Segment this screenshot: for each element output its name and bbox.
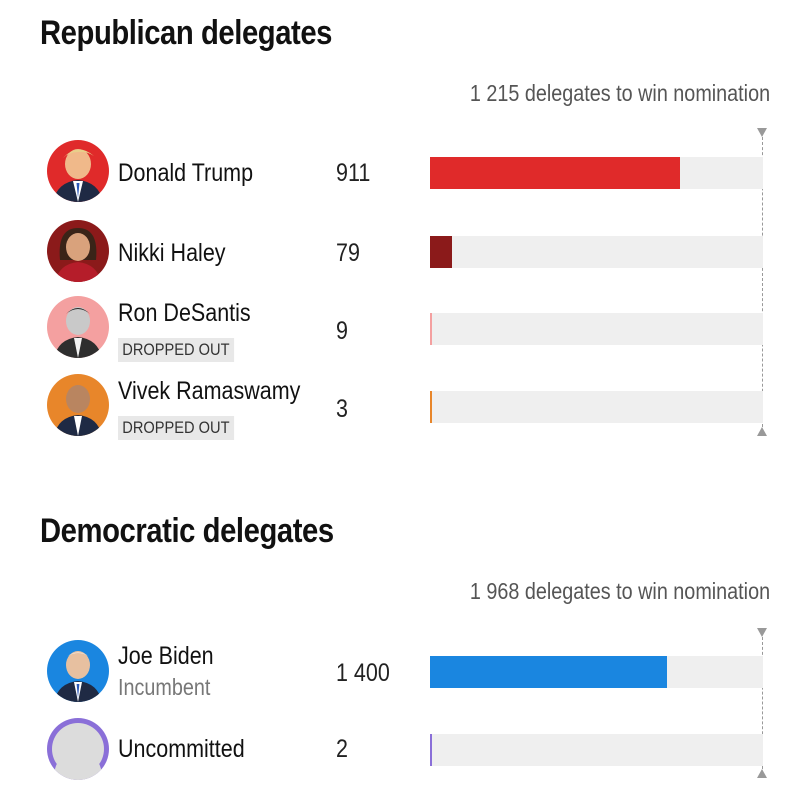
avatar-trump: [47, 140, 109, 202]
bar-track: [430, 236, 763, 268]
bar-track: [430, 157, 763, 189]
dropped-out-badge: DROPPED OUT: [118, 338, 234, 362]
candidate-name: Joe Biden: [118, 642, 214, 670]
delegate-count: 9: [336, 317, 348, 345]
bar-haley: [430, 236, 452, 268]
democratic-threshold-line: [762, 637, 763, 769]
candidate-name: Nikki Haley: [118, 239, 226, 267]
person-portrait-icon: [47, 140, 109, 202]
person-portrait-icon: [47, 220, 109, 282]
bar-track: [430, 656, 763, 688]
delegate-count: 1 400: [336, 659, 390, 687]
delegate-count: 911: [336, 159, 371, 187]
bar-trump: [430, 157, 680, 189]
triangle-up-icon: [757, 427, 767, 436]
person-silhouette-icon: [47, 718, 109, 780]
delegate-count: 79: [336, 239, 360, 267]
triangle-down-icon: [757, 628, 767, 637]
bar-ramaswamy: [430, 391, 432, 423]
delegate-count: 2: [336, 735, 348, 763]
democratic-title: Democratic delegates: [40, 512, 334, 550]
candidate-name: Uncommitted: [118, 735, 245, 763]
candidate-name: Vivek Ramaswamy: [118, 377, 301, 405]
bar-track: [430, 391, 763, 423]
bar-biden: [430, 656, 667, 688]
avatar-biden: [47, 640, 109, 702]
avatar-uncommitted: [47, 718, 109, 780]
bar-track: [430, 313, 763, 345]
candidate-name: Ron DeSantis: [118, 299, 251, 327]
candidate-name: Donald Trump: [118, 159, 254, 187]
dropped-out-badge: DROPPED OUT: [118, 416, 234, 440]
triangle-down-icon: [757, 128, 767, 137]
bar-uncommitted: [430, 734, 432, 766]
bar-track: [430, 734, 763, 766]
avatar-ramaswamy: [47, 374, 109, 436]
person-portrait-icon: [47, 374, 109, 436]
avatar-haley: [47, 220, 109, 282]
republican-threshold-label: 1 215 delegates to win nomination: [469, 80, 770, 106]
republican-threshold-line: [762, 137, 763, 427]
democratic-threshold-label: 1 968 delegates to win nomination: [469, 578, 770, 604]
republican-title: Republican delegates: [40, 14, 333, 52]
incumbent-label: Incumbent: [118, 674, 211, 700]
bar-desantis: [430, 313, 432, 345]
person-portrait-icon: [47, 296, 109, 358]
triangle-up-icon: [757, 769, 767, 778]
delegate-count: 3: [336, 395, 348, 423]
avatar-desantis: [47, 296, 109, 358]
person-portrait-icon: [47, 640, 109, 702]
